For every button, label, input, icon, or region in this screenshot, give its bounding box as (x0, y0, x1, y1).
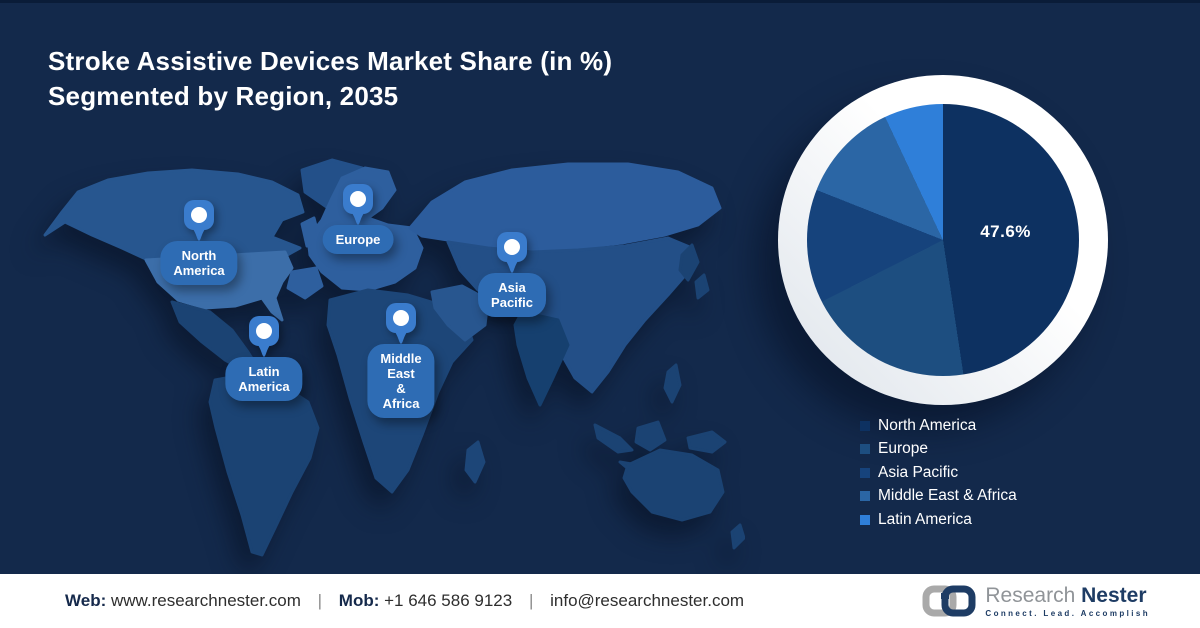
region-japan (678, 243, 710, 300)
region-new-zealand (730, 523, 746, 550)
pie-value-label: 47.6% (980, 221, 1031, 241)
region-india (513, 310, 570, 407)
pin-label-middle-east-africa: Middle East & Africa (367, 344, 435, 418)
location-pin-icon (184, 200, 214, 241)
legend-label: Europe (878, 440, 928, 458)
continent-south-america (208, 372, 320, 557)
mob-label: Mob: (338, 591, 380, 610)
pie-legend: North America Europe Asia Pacific Middle… (860, 414, 1017, 532)
top-edge-strip (0, 0, 1200, 3)
footer-bar: Web: www.researchnester.com | Mob: +1 64… (0, 574, 1200, 628)
region-borneo (634, 420, 667, 452)
continent-australia (622, 448, 725, 522)
region-madagascar (464, 440, 486, 484)
legend-label: Middle East & Africa (878, 487, 1017, 505)
legend-swatch-icon (860, 514, 870, 525)
region-new-guinea (686, 430, 727, 454)
logo-text: Research Nester Connect. Lead. Accomplis… (985, 585, 1150, 618)
location-pin-icon (497, 232, 527, 273)
legend-swatch-icon (860, 420, 870, 431)
pin-label-asia-pacific: Asia Pacific (478, 273, 546, 317)
region-uk (300, 216, 321, 248)
separator: | (528, 591, 534, 610)
legend-item-latin-america: Latin America (860, 508, 1017, 532)
legend-item-europe: Europe (860, 438, 1017, 462)
legend-swatch-icon (860, 491, 870, 502)
region-russia (408, 162, 722, 252)
email-address: info@researchnester.com (550, 591, 745, 610)
region-iberia (286, 266, 324, 300)
brand-nester: Nester (1081, 583, 1147, 607)
location-pin-icon (343, 184, 373, 225)
contact-info: Web: www.researchnester.com | Mob: +1 64… (65, 591, 744, 611)
brand-research: Research (985, 583, 1076, 607)
legend-swatch-icon (860, 444, 870, 455)
legend-label: Latin America (878, 510, 972, 528)
legend-swatch-icon (860, 467, 870, 478)
pie-chart-ring: 47.6% (778, 75, 1108, 405)
brand-name: Research Nester (985, 585, 1150, 606)
pin-label-north-america: North America (160, 241, 238, 285)
pin-label-latin-america: Latin America (225, 357, 303, 401)
legend-label: Asia Pacific (878, 463, 959, 481)
research-nester-logo: Research Nester Connect. Lead. Accomplis… (922, 584, 1150, 618)
separator: | (317, 591, 323, 610)
page-title: Stroke Assistive Devices Market Share (i… (48, 46, 613, 111)
web-label: Web: (65, 591, 107, 610)
pin-label-europe: Europe (322, 225, 394, 254)
region-philippines (663, 363, 682, 404)
continent-north-america (43, 168, 305, 262)
chain-links-icon (922, 585, 976, 617)
legend-label: North America (878, 416, 977, 434)
region-sumatra (593, 423, 634, 454)
location-pin-icon (386, 303, 416, 344)
phone-number: +1 646 586 9123 (384, 591, 513, 610)
pie-chart: 47.6% (807, 104, 1079, 376)
legend-item-asia-pacific: Asia Pacific (860, 461, 1017, 485)
world-map: North America Europe Asia Pacific Middle… (20, 140, 746, 570)
legend-item-north-america: North America (860, 414, 1017, 438)
location-pin-icon (249, 316, 279, 357)
legend-item-middle-east-africa: Middle East & Africa (860, 485, 1017, 509)
brand-tagline: Connect. Lead. Accomplish (985, 608, 1150, 618)
website-url: www.researchnester.com (110, 591, 301, 610)
region-middle-east (430, 284, 490, 342)
